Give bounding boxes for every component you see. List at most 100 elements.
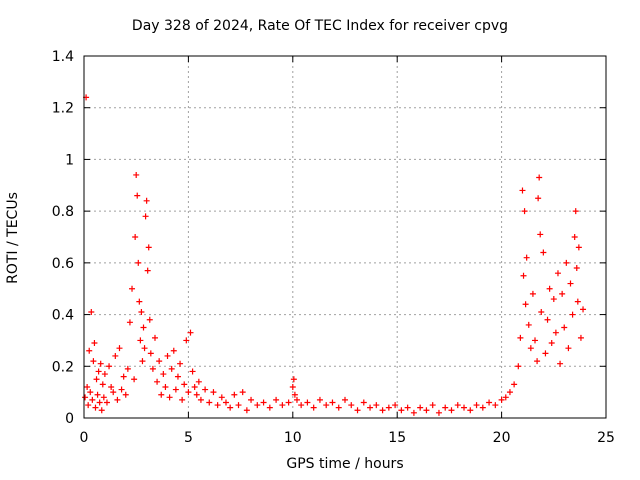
- data-point: [181, 381, 188, 388]
- data-point: [527, 345, 534, 352]
- data-point: [548, 340, 555, 347]
- data-point: [158, 391, 165, 398]
- data-point: [561, 324, 568, 331]
- data-point: [134, 192, 141, 199]
- data-point: [197, 396, 204, 403]
- data-point: [141, 345, 148, 352]
- data-point: [146, 316, 153, 323]
- data-point: [467, 407, 474, 414]
- y-tick-label: 1: [65, 152, 74, 168]
- data-point: [310, 404, 317, 411]
- data-point: [546, 285, 553, 292]
- data-point: [565, 345, 572, 352]
- data-point: [298, 402, 305, 409]
- x-tick-label: 15: [388, 430, 406, 446]
- data-point: [147, 350, 154, 357]
- data-point: [289, 383, 296, 390]
- data-point: [126, 319, 133, 326]
- data-point: [260, 399, 267, 406]
- data-point: [140, 324, 147, 331]
- data-point: [534, 358, 541, 365]
- y-tick-label: 0.8: [52, 204, 74, 220]
- data-point: [122, 391, 129, 398]
- data-point: [98, 407, 105, 414]
- y-tick-label: 1.2: [52, 101, 74, 117]
- data-point: [222, 399, 229, 406]
- data-point: [131, 376, 138, 383]
- data-point: [575, 244, 582, 251]
- data-point: [248, 396, 255, 403]
- data-point: [86, 347, 93, 354]
- data-point: [195, 378, 202, 385]
- data-point: [536, 174, 543, 181]
- data-point: [461, 404, 468, 411]
- data-point: [572, 208, 579, 215]
- data-point: [569, 311, 576, 318]
- data-point: [97, 360, 104, 367]
- data-point: [486, 399, 493, 406]
- data-point: [417, 404, 424, 411]
- data-point: [519, 187, 526, 194]
- y-tick-label: 1.4: [52, 49, 74, 65]
- data-point: [254, 402, 261, 409]
- data-point: [520, 272, 527, 279]
- data-point: [139, 358, 146, 365]
- data-point: [429, 402, 436, 409]
- data-point: [559, 290, 566, 297]
- data-point: [144, 267, 151, 274]
- data-point: [90, 358, 97, 365]
- data-point: [202, 386, 209, 393]
- data-point: [304, 399, 311, 406]
- data-point: [563, 259, 570, 266]
- data-point: [532, 337, 539, 344]
- data-point: [112, 352, 119, 359]
- data-point: [550, 296, 557, 303]
- data-point: [103, 399, 110, 406]
- data-point: [454, 402, 461, 409]
- data-point: [183, 337, 190, 344]
- grid-lines: [84, 56, 606, 418]
- data-point: [120, 373, 127, 380]
- data-point: [243, 407, 250, 414]
- data-point: [138, 308, 145, 315]
- data-point: [379, 407, 386, 414]
- data-point: [206, 399, 213, 406]
- data-point: [290, 376, 297, 383]
- data-point: [316, 396, 323, 403]
- data-point: [367, 404, 374, 411]
- data-point: [335, 404, 342, 411]
- data-point: [96, 399, 103, 406]
- data-point: [285, 399, 292, 406]
- data-point: [535, 195, 542, 202]
- data-point: [132, 234, 139, 240]
- data-point: [525, 321, 532, 328]
- data-point: [266, 404, 273, 411]
- y-axis-label: ROTI / TECUs: [5, 192, 21, 284]
- data-point: [498, 396, 505, 403]
- data-point: [118, 386, 125, 393]
- data-point: [177, 360, 184, 367]
- data-point: [538, 308, 545, 315]
- data-point: [373, 402, 380, 409]
- data-point: [170, 347, 177, 354]
- data-point: [574, 298, 581, 305]
- data-point: [85, 402, 92, 409]
- data-point: [191, 383, 198, 390]
- data-point: [187, 329, 194, 336]
- data-point: [577, 334, 584, 341]
- data-point: [567, 280, 574, 287]
- data-point: [385, 404, 392, 411]
- data-point: [193, 391, 200, 398]
- data-point: [398, 407, 405, 414]
- x-tick-label: 5: [184, 430, 193, 446]
- data-point: [360, 399, 367, 406]
- data-point: [537, 231, 544, 238]
- data-point: [179, 396, 186, 403]
- data-point: [91, 340, 98, 347]
- x-axis-label: GPS time / hours: [286, 456, 404, 472]
- data-point: [348, 402, 355, 409]
- plot-frame: [83, 55, 607, 419]
- data-point: [214, 402, 221, 409]
- data-point: [502, 394, 509, 401]
